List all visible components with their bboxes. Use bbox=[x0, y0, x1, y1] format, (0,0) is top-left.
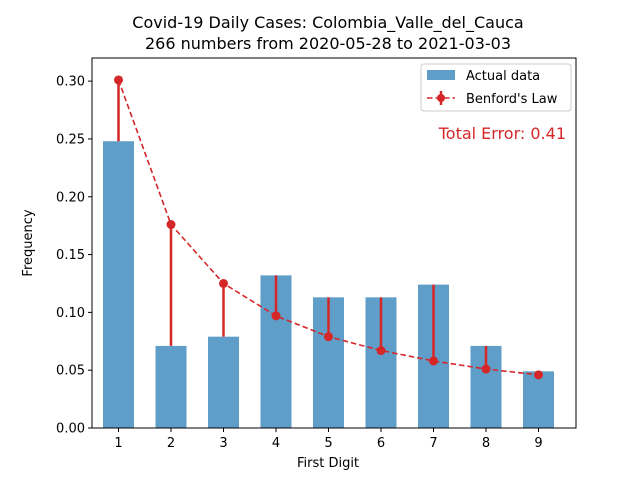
x-tick-label: 4 bbox=[272, 436, 280, 451]
benford-point-digit-3 bbox=[219, 278, 228, 288]
bar-digit-3 bbox=[208, 336, 239, 428]
y-tick-label: 0.05 bbox=[56, 364, 85, 379]
x-tick-label: 7 bbox=[429, 436, 437, 451]
legend-label-benford: Benford's Law bbox=[466, 92, 558, 107]
x-tick-label: 2 bbox=[167, 436, 175, 451]
x-tick-label: 3 bbox=[219, 436, 227, 451]
benford-point-digit-4 bbox=[271, 311, 281, 321]
legend-marker-swatch bbox=[437, 94, 445, 102]
error-bars-group bbox=[117, 79, 540, 375]
legend: Actual data Benford's Law bbox=[420, 63, 572, 112]
benford-point-digit-2 bbox=[166, 220, 176, 229]
bar-digit-1 bbox=[103, 141, 134, 428]
total-error-annotation: Total Error: 0.41 bbox=[438, 124, 566, 143]
benford-point-digit-5 bbox=[324, 332, 333, 342]
legend-label-actual: Actual data bbox=[466, 69, 540, 84]
bar-digit-2 bbox=[155, 345, 187, 428]
benford-points-group bbox=[114, 75, 543, 380]
y-axis-label: Frequency bbox=[21, 209, 36, 276]
legend-bar-swatch bbox=[427, 70, 455, 80]
x-axis-label: First Digit bbox=[297, 456, 359, 471]
x-tick-label: 1 bbox=[114, 436, 122, 451]
x-axis: 1 2 3 4 5 6 7 8 9 bbox=[114, 428, 543, 451]
benford-point-digit-8 bbox=[481, 364, 491, 374]
x-tick-label: 6 bbox=[377, 436, 385, 451]
y-tick-label: 0.20 bbox=[56, 190, 85, 205]
y-tick-label: 0.00 bbox=[56, 422, 85, 437]
chart-title-line-2: 266 numbers from 2020-05-28 to 2021-03-0… bbox=[145, 34, 511, 53]
y-tick-label: 0.15 bbox=[56, 248, 85, 263]
y-axis: 0.00 0.05 0.10 0.15 0.20 0.25 0.30 bbox=[56, 75, 92, 437]
y-tick-label: 0.25 bbox=[56, 132, 85, 147]
benford-point-digit-6 bbox=[376, 346, 386, 356]
x-tick-label: 9 bbox=[534, 436, 542, 451]
chart-title-line-1: Covid-19 Daily Cases: Colombia_Valle_del… bbox=[132, 13, 523, 33]
benford-point-digit-1 bbox=[114, 75, 123, 85]
benford-point-digit-7 bbox=[429, 356, 438, 366]
legend-box bbox=[420, 63, 572, 112]
x-tick-label: 5 bbox=[324, 436, 332, 451]
benford-point-digit-9 bbox=[534, 370, 543, 380]
y-tick-label: 0.30 bbox=[56, 75, 85, 90]
x-tick-label: 8 bbox=[482, 436, 490, 451]
plot-frame bbox=[91, 57, 577, 429]
y-tick-label: 0.10 bbox=[56, 306, 85, 321]
bar-digit-9 bbox=[523, 371, 554, 428]
